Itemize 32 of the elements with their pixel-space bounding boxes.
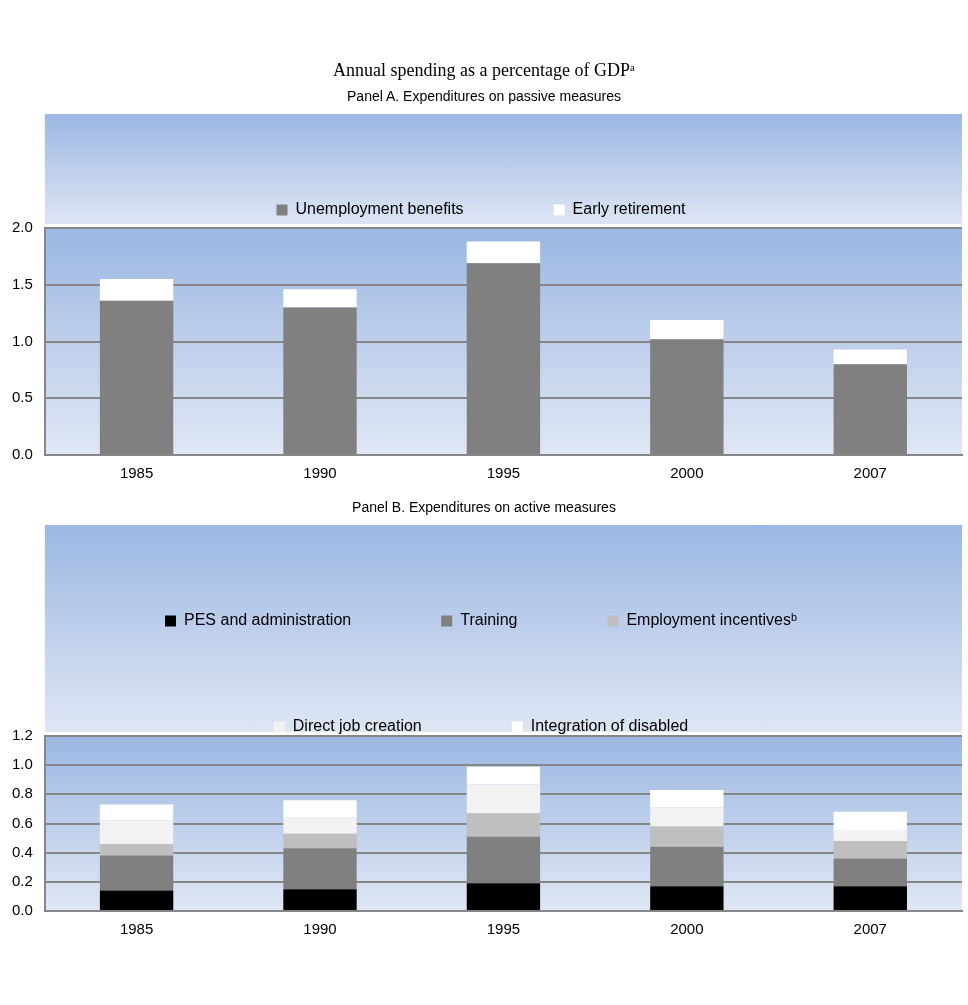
y-tick-label: 1.0: [11, 755, 33, 773]
chart-title: Panel B. Expenditures on active measures: [351, 499, 617, 517]
legend-label: Early retirement: [572, 200, 687, 218]
y-tick-label: 0.0: [11, 901, 33, 919]
y-tick-label: 0.8: [11, 784, 33, 802]
y-tick-label: 1.5: [11, 274, 33, 292]
chart-subtitle: Panel A. Expenditures on passive measures: [346, 88, 622, 106]
x-tick-label: 2007: [853, 464, 887, 482]
legend-label: Direct job creation: [292, 717, 422, 735]
legend-label: Training: [460, 611, 518, 629]
y-tick-label: 0.2: [11, 871, 33, 889]
legend-label: Integration of disabled: [530, 717, 689, 735]
x-tick-label: 2000: [670, 920, 704, 938]
x-tick-label: 1985: [119, 920, 154, 938]
legend-label: Unemployment benefits: [295, 200, 464, 218]
y-tick-label: 1.2: [11, 726, 33, 744]
x-tick-label: 1995: [486, 920, 521, 938]
x-tick-label: 1985: [119, 464, 154, 482]
y-tick-label: 1.0: [11, 331, 33, 349]
y-tick-label: 0.6: [11, 813, 33, 831]
x-tick-label: 2007: [853, 920, 887, 938]
legend-label: Employment incentivesᵇ: [626, 611, 797, 629]
x-tick-label: 1995: [486, 464, 521, 482]
chart-title: Annual spending as a percentage of GDPᵃ: [332, 60, 636, 82]
legend-label: PES and administration: [184, 611, 352, 629]
y-tick-label: 0.4: [11, 842, 33, 860]
y-tick-label: 0.0: [11, 445, 33, 463]
x-tick-label: 1990: [303, 920, 337, 938]
y-tick-label: 0.5: [11, 388, 33, 406]
x-tick-label: 2000: [670, 464, 704, 482]
x-tick-label: 1990: [303, 464, 337, 482]
y-tick-label: 2.0: [11, 218, 33, 236]
